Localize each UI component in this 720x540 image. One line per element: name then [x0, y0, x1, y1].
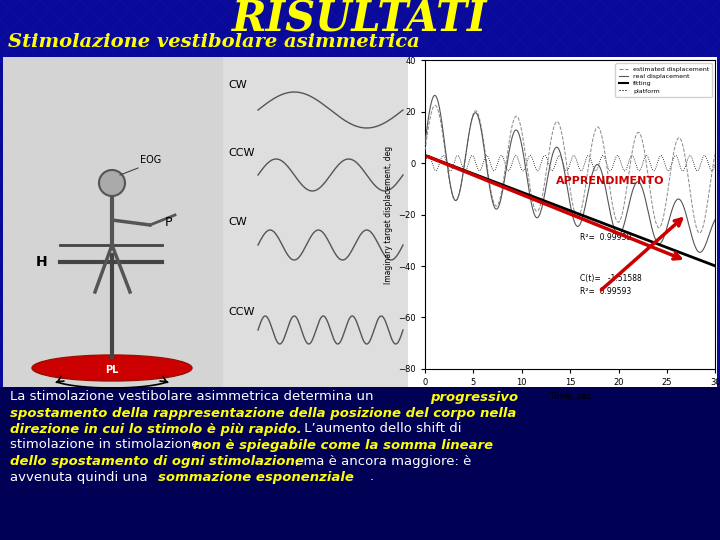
Text: H: H: [36, 255, 48, 269]
Text: CW: CW: [228, 217, 247, 227]
Text: Stimolazione vestibolare asimmetrica: Stimolazione vestibolare asimmetrica: [8, 33, 420, 51]
estimated displacement: [519, 136, 528, 143]
Y-axis label: Imaginary target displacement, deg: Imaginary target displacement, deg: [384, 145, 393, 284]
platform: [547, 167, 556, 173]
real displacement: [711, 216, 720, 222]
Text: direzione in cui lo stimolo è più rapido.: direzione in cui lo stimolo è più rapido…: [10, 422, 302, 435]
platform: [519, 167, 528, 174]
Bar: [223, 57, 408, 387]
Line: platform: platform: [425, 156, 716, 171]
Text: C(t)=   -1.51588: C(t)= -1.51588: [580, 274, 642, 284]
platform: [711, 160, 720, 166]
Text: RISULTATI: RISULTATI: [233, 0, 487, 41]
Text: spostamento della rappresentazione della posizione del corpo nella: spostamento della rappresentazione della…: [10, 407, 516, 420]
real displacement: [459, 165, 468, 172]
Ellipse shape: [32, 355, 192, 381]
Text: R²=  0.99593: R²= 0.99593: [580, 287, 631, 296]
estimated displacement: [547, 136, 556, 142]
Text: sommazione esponenziale: sommazione esponenziale: [158, 470, 354, 483]
Text: CCW: CCW: [228, 148, 254, 158]
real displacement: [420, 139, 429, 146]
Bar: [0, 387, 720, 540]
Bar: [3, 57, 223, 387]
Text: , ma è ancora maggiore: è: , ma è ancora maggiore: è: [295, 455, 472, 468]
Text: CCW: CCW: [228, 307, 254, 317]
Text: APPRENDIMENTO: APPRENDIMENTO: [556, 176, 665, 186]
Text: stimolazione in stimolazione: stimolazione in stimolazione: [10, 438, 204, 451]
Text: .: .: [370, 470, 374, 483]
Bar: [408, 57, 717, 387]
estimated displacement: [431, 102, 439, 109]
estimated displacement: [696, 230, 704, 237]
real displacement: [696, 249, 704, 255]
Text: dello spostamento di ogni stimolazione: dello spostamento di ogni stimolazione: [10, 455, 304, 468]
estimated displacement: [459, 166, 468, 172]
Legend: estimated displacement, real displacement, fitting, platform: estimated displacement, real displacemen…: [616, 63, 712, 97]
Text: non è spiegabile come la somma lineare: non è spiegabile come la somma lineare: [193, 438, 493, 451]
estimated displacement: [470, 109, 479, 115]
platform: [420, 160, 429, 166]
Text: R²=  0.99939: R²= 0.99939: [580, 233, 631, 242]
Text: PL: PL: [105, 365, 119, 375]
Text: P: P: [165, 215, 173, 228]
real displacement: [574, 223, 582, 230]
Text: CW: CW: [228, 80, 247, 90]
Line: estimated displacement: estimated displacement: [425, 105, 716, 233]
real displacement: [580, 209, 588, 215]
X-axis label: Time, sec: Time, sec: [549, 393, 592, 401]
Circle shape: [99, 170, 125, 196]
platform: [424, 152, 433, 159]
Text: avvenuta quindi una: avvenuta quindi una: [10, 470, 152, 483]
Text: L’aumento dello shift di: L’aumento dello shift di: [300, 422, 462, 435]
estimated displacement: [574, 213, 582, 220]
real displacement: [470, 110, 479, 117]
Text: EOG: EOG: [140, 155, 161, 165]
Text: progressivo: progressivo: [430, 390, 518, 403]
real displacement: [547, 157, 556, 163]
estimated displacement: [711, 150, 720, 156]
platform: [580, 163, 588, 169]
estimated displacement: [580, 193, 588, 200]
estimated displacement: [420, 147, 429, 153]
Line: real displacement: real displacement: [425, 96, 716, 252]
Bar: [3, 57, 717, 387]
real displacement: [519, 149, 528, 156]
Text: La stimolazione vestibolare asimmetrica determina un: La stimolazione vestibolare asimmetrica …: [10, 390, 378, 403]
platform: [459, 167, 468, 173]
platform: [708, 167, 716, 174]
platform: [470, 155, 479, 161]
real displacement: [431, 92, 439, 99]
platform: [574, 161, 582, 167]
